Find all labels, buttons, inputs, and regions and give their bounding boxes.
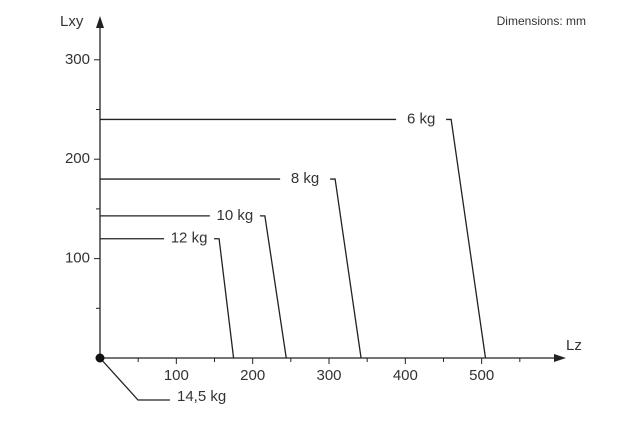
origin-label: 14,5 kg (177, 388, 226, 405)
y-axis-label: Lxy (60, 13, 84, 30)
label-gap (164, 229, 215, 248)
y-tick-label: 200 (65, 150, 90, 167)
x-tick-label: 200 (240, 367, 265, 384)
x-tick-label: 100 (164, 367, 189, 384)
series-label: 6 kg (407, 110, 435, 127)
label-gap (280, 170, 331, 189)
leader-line (99, 357, 170, 401)
y-axis-arrow (96, 16, 104, 28)
series-label: 8 kg (291, 170, 319, 187)
load-curve (100, 118, 487, 359)
y-tick-label: 300 (65, 51, 90, 68)
x-axis-arrow (554, 354, 566, 362)
x-axis-label: Lz (566, 337, 582, 354)
series-label: 10 kg (217, 207, 254, 224)
origin-dot (95, 353, 105, 363)
annotation: Dimensions: mm (497, 14, 586, 28)
label-gap (396, 110, 447, 129)
load-curve (100, 238, 235, 359)
y-tick-label: 100 (65, 250, 90, 267)
series-label: 12 kg (171, 230, 208, 247)
x-tick-label: 400 (393, 367, 418, 384)
load-curve (100, 215, 287, 359)
label-gap (209, 206, 260, 225)
x-tick-label: 500 (469, 367, 494, 384)
load-curve (100, 178, 362, 359)
x-tick-label: 300 (316, 367, 341, 384)
